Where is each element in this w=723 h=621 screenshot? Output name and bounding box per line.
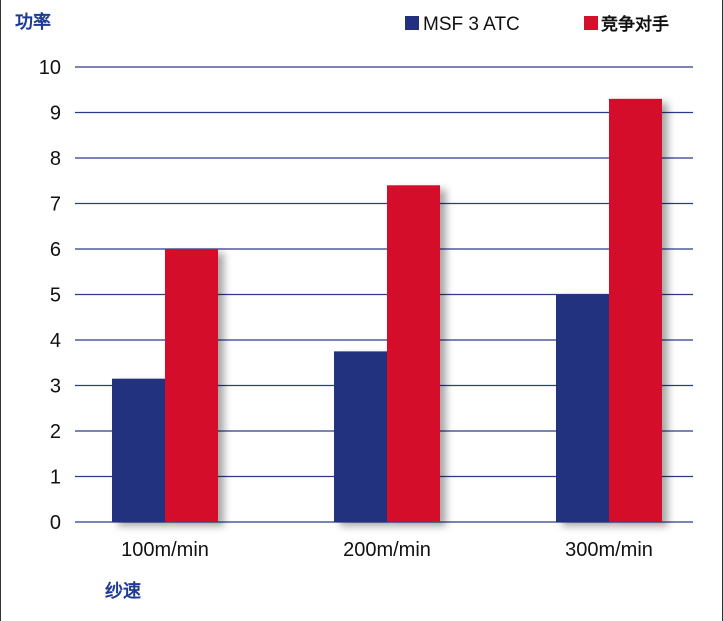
bar-msf-0	[112, 378, 165, 522]
y-tick-label: 0	[50, 512, 61, 534]
legend-label: MSF 3 ATC	[423, 14, 520, 35]
x-tick-label: 200m/min	[343, 539, 431, 561]
x-axis-title: 纱速	[105, 581, 141, 602]
y-tick-label: 7	[50, 194, 61, 216]
legend-swatch	[405, 16, 419, 30]
bar-competitor-2	[609, 98, 662, 522]
y-tick-label: 9	[50, 103, 61, 125]
y-tick-label: 1	[50, 467, 61, 489]
axis-ticks: 0 1 2 3 4 5 6 7 8 9 10 100m/min 200m/min 300m/min	[39, 57, 653, 561]
y-tick-label: 8	[50, 148, 61, 170]
bar-competitor-1	[387, 185, 440, 523]
x-tick-label: 300m/min	[565, 539, 653, 561]
y-tick-label: 6	[50, 239, 61, 261]
bars	[112, 98, 662, 523]
bar-msf-1	[334, 351, 387, 522]
bar-competitor-0	[165, 249, 218, 522]
y-tick-label: 2	[50, 421, 61, 443]
legend-label: 竞争对手	[601, 14, 669, 35]
legend-swatch	[584, 16, 598, 30]
y-tick-label: 4	[50, 330, 61, 352]
x-tick-label: 100m/min	[121, 539, 209, 561]
legend: MSF 3 ATC 竞争对手	[405, 14, 669, 35]
y-tick-label: 10	[39, 57, 61, 79]
y-tick-label: 3	[50, 376, 61, 398]
y-tick-label: 5	[50, 285, 61, 307]
bar-msf-2	[556, 294, 609, 522]
y-axis-title: 功率	[15, 12, 51, 33]
